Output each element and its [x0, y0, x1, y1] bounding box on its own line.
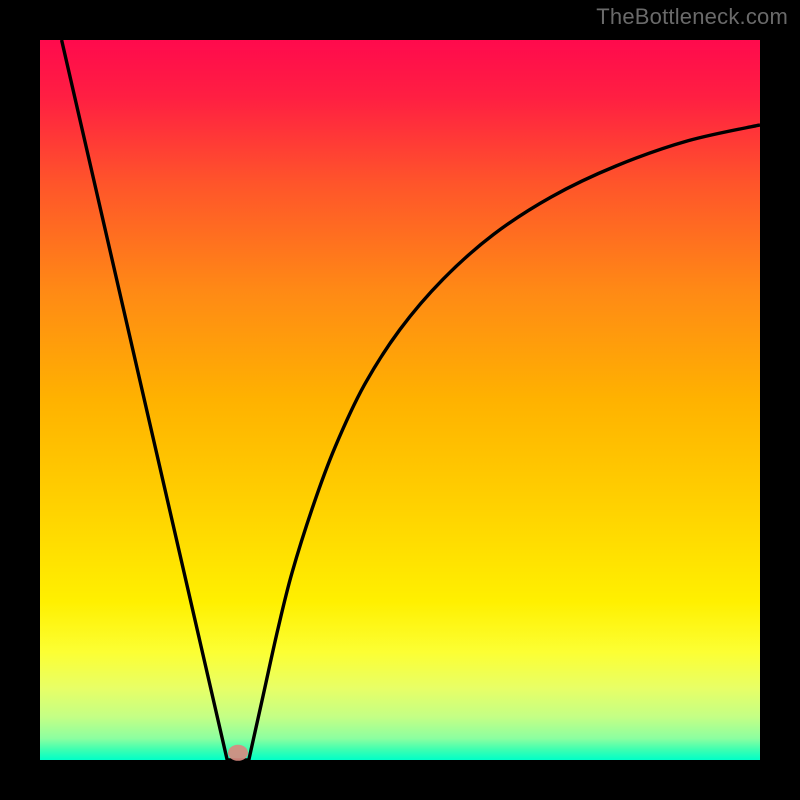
plot-area — [40, 40, 760, 760]
watermark-text: TheBottleneck.com — [596, 4, 788, 30]
chart-frame: TheBottleneck.com — [0, 0, 800, 800]
trough-marker — [228, 745, 248, 761]
bottleneck-curve — [62, 40, 760, 760]
curve-overlay — [40, 40, 760, 760]
